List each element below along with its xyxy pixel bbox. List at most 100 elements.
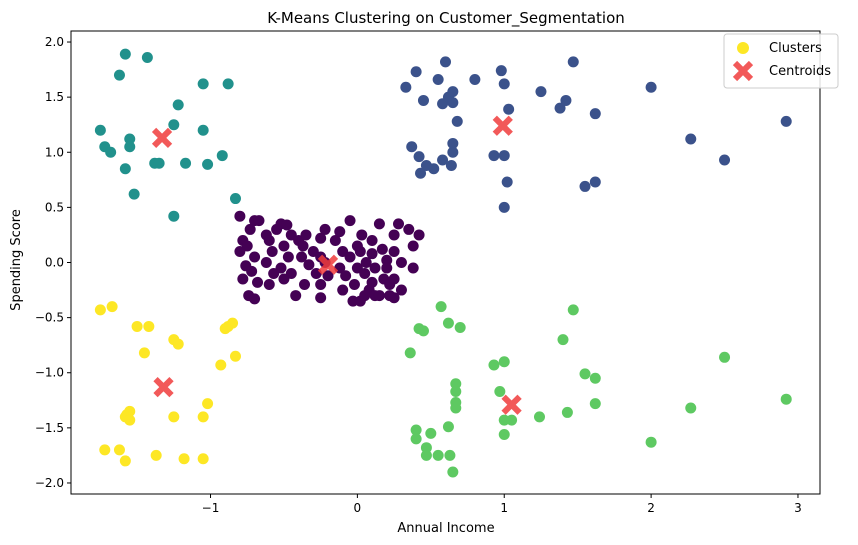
cluster-3-point — [450, 385, 462, 397]
cluster-2-point — [141, 51, 153, 63]
cluster-0-point — [381, 254, 393, 266]
cluster-1-point — [589, 176, 601, 188]
cluster-2-point — [153, 157, 165, 169]
cluster-1-point — [780, 115, 792, 127]
legend-box — [723, 33, 839, 89]
cluster-0-point — [354, 245, 366, 257]
cluster-4-point — [202, 398, 214, 410]
cluster-4-point — [229, 350, 241, 362]
cluster-2-point — [197, 78, 209, 90]
cluster-3-point — [589, 372, 601, 384]
cluster-4-point — [215, 359, 227, 371]
centroid-markers — [151, 115, 522, 415]
cluster-4-point — [172, 338, 184, 350]
x-tick-label: −1 — [202, 501, 220, 515]
cluster-3-point — [450, 402, 462, 414]
cluster-4-point — [178, 453, 190, 465]
cluster-0-point — [249, 293, 261, 305]
cluster-3-point — [533, 411, 545, 423]
scatter-points — [94, 48, 792, 478]
cluster-0-point — [263, 234, 275, 246]
cluster-0-point — [234, 210, 246, 222]
cluster-4-point — [143, 320, 155, 332]
cluster-1-point — [437, 154, 449, 166]
cluster-1-point — [501, 176, 513, 188]
cluster-2-point — [229, 193, 241, 205]
cluster-1-point — [432, 74, 444, 86]
cluster-3-point — [589, 398, 601, 410]
cluster-3-point — [435, 301, 447, 313]
cluster-0-point — [329, 234, 341, 246]
cluster-0-point — [337, 284, 349, 296]
cluster-3-point — [410, 424, 422, 436]
cluster-2-point — [105, 146, 117, 158]
cluster-3-point — [410, 433, 422, 445]
cluster-0-point — [395, 284, 407, 296]
cluster-2-point — [124, 133, 136, 145]
cluster-0-point — [344, 251, 356, 263]
cluster-0-point — [278, 273, 290, 285]
cluster-0-point — [260, 257, 272, 268]
cluster-1-point — [498, 201, 510, 213]
cluster-0-point — [297, 240, 309, 252]
cluster-2-point — [119, 48, 131, 60]
cluster-2-point — [172, 99, 184, 111]
cluster-0-point — [299, 279, 311, 291]
cluster-1-point — [413, 151, 425, 163]
cluster-0-point — [393, 218, 405, 230]
cluster-1-point — [488, 150, 500, 162]
y-tick-label: −0.5 — [35, 311, 64, 325]
y-tick-label: 0.5 — [45, 200, 64, 214]
cluster-3-point — [645, 436, 657, 448]
centroid-marker — [492, 115, 513, 136]
cluster-1-point — [440, 56, 451, 68]
cluster-1-point — [406, 141, 418, 153]
cluster-0-point — [344, 215, 356, 227]
cluster-0-point — [266, 245, 278, 257]
cluster-2-point — [180, 157, 192, 169]
cluster-1-point — [417, 94, 429, 106]
cluster-0-point — [237, 273, 249, 285]
cluster-0-point — [388, 273, 400, 285]
cluster-4-point — [119, 455, 131, 467]
cluster-0-point — [395, 257, 407, 268]
cluster-2-point — [128, 188, 140, 200]
y-axis-label: Spending Score — [9, 209, 24, 311]
y-tick-label: −1.0 — [35, 366, 64, 380]
legend: Clusters Centroids — [723, 33, 839, 89]
cluster-0-point — [384, 290, 396, 302]
cluster-1-point — [495, 65, 507, 77]
cluster-1-point — [445, 159, 457, 171]
cluster-4-point — [219, 323, 231, 335]
cluster-2-point — [197, 124, 209, 136]
cluster-2-point — [222, 78, 234, 90]
cluster-0-point — [249, 251, 261, 263]
cluster-0-point — [360, 257, 372, 268]
cluster-1-point — [503, 103, 515, 115]
cluster-0-point — [253, 215, 265, 227]
y-tick-label: −1.5 — [35, 421, 64, 435]
cluster-3-point — [454, 322, 466, 334]
cluster-0-point — [359, 268, 371, 280]
cluster-1-point — [589, 108, 601, 120]
cluster-0-point — [281, 219, 293, 231]
cluster-4-point — [150, 449, 162, 461]
cluster-3-point — [506, 414, 518, 426]
cluster-0-point — [388, 245, 400, 257]
cluster-0-point — [315, 279, 327, 291]
cluster-3-point — [561, 406, 573, 418]
cluster-2-point — [216, 150, 228, 162]
cluster-2-point — [94, 124, 106, 136]
cluster-1-point — [428, 163, 440, 175]
y-tick-label: 0.0 — [45, 256, 64, 270]
cluster-0-point — [246, 265, 258, 277]
cluster-0-point — [278, 240, 290, 252]
cluster-0-point — [334, 226, 346, 238]
cluster-0-point — [369, 262, 381, 274]
cluster-3-point — [498, 356, 510, 368]
legend-clusters-marker — [737, 42, 749, 54]
cluster-1-point — [554, 102, 566, 114]
cluster-2-point — [113, 69, 125, 81]
cluster-4-point — [113, 444, 125, 456]
cluster-4-point — [197, 411, 209, 423]
